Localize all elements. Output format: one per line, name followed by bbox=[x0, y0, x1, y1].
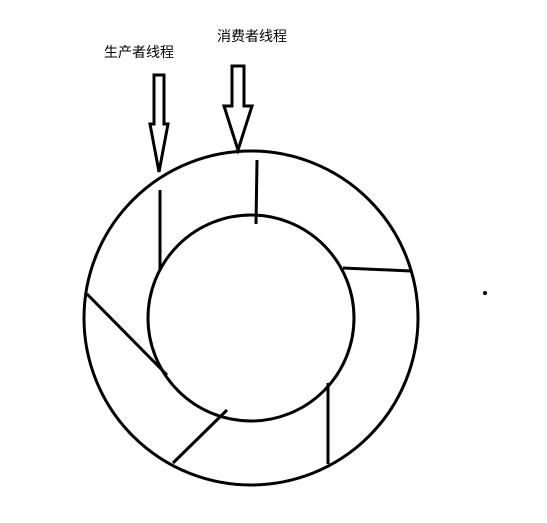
producer-thread-label: 生产者线程 bbox=[104, 45, 174, 61]
producer-arrow-icon bbox=[148, 73, 170, 173]
ring-inner-circle bbox=[146, 213, 356, 423]
ring-slot-divider bbox=[85, 292, 169, 377]
ring-slot-divider bbox=[254, 159, 259, 225]
ring-slot-divider bbox=[171, 408, 229, 465]
consumer-arrow-icon bbox=[221, 64, 255, 155]
ring-slot-divider bbox=[342, 266, 412, 273]
consumer-thread-label: 消费者线程 bbox=[217, 29, 287, 45]
ring-outer-circle bbox=[82, 149, 420, 487]
stray-dot bbox=[483, 291, 487, 295]
